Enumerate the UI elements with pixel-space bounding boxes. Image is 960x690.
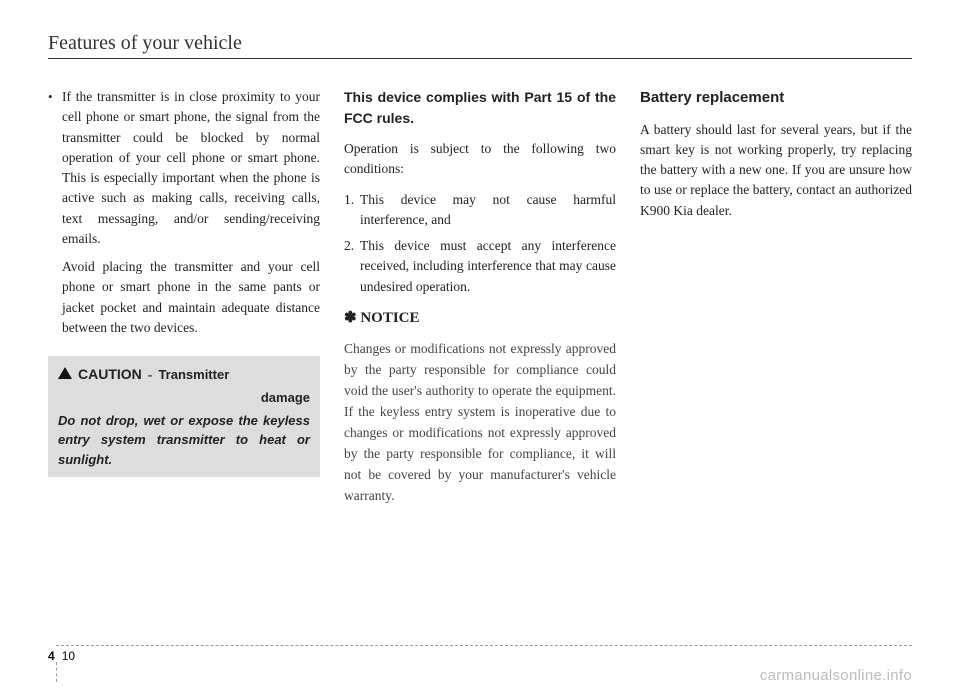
column-3: Battery replacement A battery should las… <box>640 87 912 517</box>
warning-icon <box>58 367 72 379</box>
footer-dash-horizontal <box>56 645 912 646</box>
caution-subtitle-line2: damage <box>58 388 310 408</box>
page-footer: 4 10 <box>48 649 75 664</box>
column-1: • If the transmitter is in close proximi… <box>48 87 320 517</box>
list-marker-1: 1. <box>344 190 360 231</box>
footer-section-number: 4 <box>48 649 55 663</box>
watermark: carmanualsonline.info <box>760 667 912 684</box>
list-body-1: This device may not cause harmful interf… <box>360 190 616 231</box>
para-avoid-placing: Avoid placing the transmitter and your c… <box>62 257 320 338</box>
footer-page-number: 10 <box>62 649 75 663</box>
caution-subtitle-line1: Transmitter <box>158 365 229 385</box>
list-item: 1. This device may not cause harmful int… <box>344 190 616 231</box>
numbered-list: 1. This device may not cause harmful int… <box>344 190 616 297</box>
caution-body: Do not drop, wet or expose the keyless e… <box>58 411 310 470</box>
para-transmitter-proximity: If the transmitter is in close proximity… <box>62 87 320 249</box>
battery-body: A battery should last for several years,… <box>640 120 912 221</box>
notice-symbol: ✽ <box>344 310 357 326</box>
bullet-body: If the transmitter is in close proximity… <box>62 87 320 346</box>
caution-box: CAUTION - Transmitter damage Do not drop… <box>48 356 320 477</box>
battery-heading: Battery replacement <box>640 87 912 110</box>
caution-word: CAUTION <box>78 364 142 385</box>
header-title: Features of your vehicle <box>48 32 912 55</box>
caution-hyphen: - <box>146 365 155 386</box>
bullet-marker: • <box>48 87 62 346</box>
column-2: This device complies with Part 15 of the… <box>344 87 616 517</box>
fcc-intro: Operation is subject to the following tw… <box>344 139 616 180</box>
notice-label: NOTICE <box>360 310 419 326</box>
content-columns: • If the transmitter is in close proximi… <box>48 87 912 517</box>
fcc-heading: This device complies with Part 15 of the… <box>344 87 616 129</box>
header-rule <box>48 58 912 59</box>
caution-title: CAUTION - Transmitter <box>58 364 310 386</box>
notice-body: Changes or modifications not expressly a… <box>344 339 616 506</box>
list-body-2: This device must accept any interference… <box>360 236 616 297</box>
bullet-item: • If the transmitter is in close proximi… <box>48 87 320 346</box>
list-marker-2: 2. <box>344 236 360 297</box>
list-item: 2. This device must accept any interfere… <box>344 236 616 297</box>
footer-dash-vertical <box>56 662 57 682</box>
notice-heading: ✽ NOTICE <box>344 307 616 330</box>
